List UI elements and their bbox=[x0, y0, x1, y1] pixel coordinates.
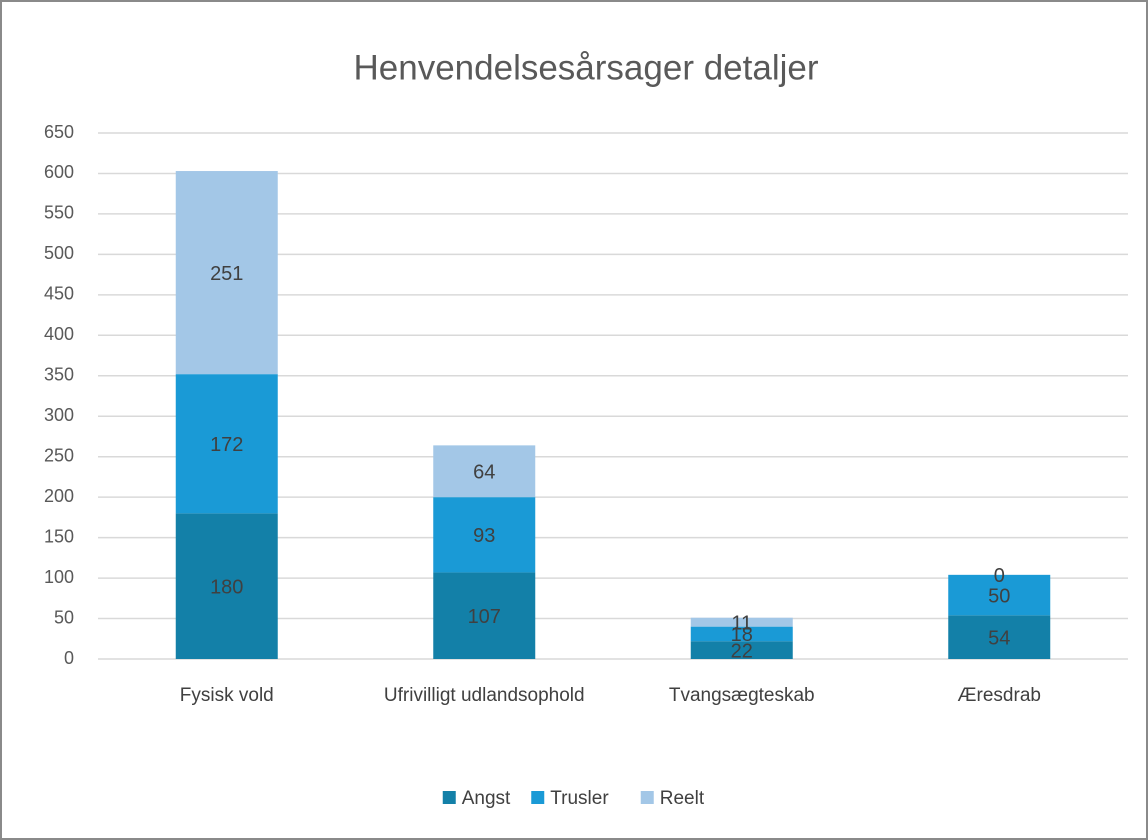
chart-title: Henvendelsesårsager detaljer bbox=[354, 48, 819, 87]
legend-label: Reelt bbox=[660, 788, 705, 809]
bar-segment bbox=[690, 617, 793, 627]
data-label: 54 bbox=[988, 627, 1010, 649]
legend-swatch bbox=[531, 791, 545, 804]
bar-segment bbox=[433, 497, 536, 573]
legend-label: Trusler bbox=[550, 788, 609, 809]
data-label: 22 bbox=[731, 640, 753, 662]
data-label: 18 bbox=[731, 624, 753, 646]
legend-swatch bbox=[640, 791, 654, 804]
bar-segment bbox=[175, 513, 278, 659]
y-tick-label: 250 bbox=[44, 445, 74, 465]
y-tick-label: 150 bbox=[44, 526, 74, 546]
y-tick-label: 100 bbox=[44, 567, 74, 587]
data-label: 172 bbox=[210, 434, 243, 456]
x-tick-label: Æresdrab bbox=[957, 685, 1041, 706]
data-label: 50 bbox=[988, 585, 1010, 607]
y-tick-label: 500 bbox=[44, 243, 74, 263]
y-tick-label: 0 bbox=[64, 648, 74, 668]
data-label: 11 bbox=[731, 612, 752, 634]
y-tick-label: 600 bbox=[44, 162, 74, 182]
y-tick-label: 550 bbox=[44, 203, 74, 223]
y-tick-label: 200 bbox=[44, 486, 74, 506]
bar-segment bbox=[433, 445, 536, 498]
bar-segment bbox=[690, 626, 793, 642]
bar-segment bbox=[433, 572, 536, 659]
data-label: 180 bbox=[210, 576, 243, 598]
y-tick-label: 300 bbox=[44, 405, 74, 425]
bar-segment bbox=[175, 374, 278, 514]
y-tick-label: 400 bbox=[44, 324, 74, 344]
x-tick-label: Tvangsægteskab bbox=[668, 685, 815, 706]
legend-label: Angst bbox=[462, 788, 511, 809]
data-label: 64 bbox=[473, 462, 495, 484]
y-tick-label: 450 bbox=[44, 284, 74, 304]
x-tick-label: Ufrivilligt udlandsophold bbox=[383, 685, 585, 706]
bar-segment bbox=[948, 615, 1051, 659]
bar-segment bbox=[175, 171, 278, 375]
data-label: 0 bbox=[994, 565, 1005, 587]
legend-swatch bbox=[442, 791, 456, 804]
y-tick-label: 650 bbox=[44, 122, 74, 142]
data-label: 107 bbox=[468, 606, 501, 628]
data-label: 251 bbox=[210, 263, 243, 285]
data-label: 93 bbox=[473, 525, 495, 547]
bar-segment bbox=[690, 641, 793, 659]
x-tick-label: Fysisk vold bbox=[179, 685, 274, 706]
y-tick-label: 350 bbox=[44, 365, 74, 385]
y-tick-label: 50 bbox=[54, 607, 74, 627]
bar-segment bbox=[948, 574, 1051, 616]
